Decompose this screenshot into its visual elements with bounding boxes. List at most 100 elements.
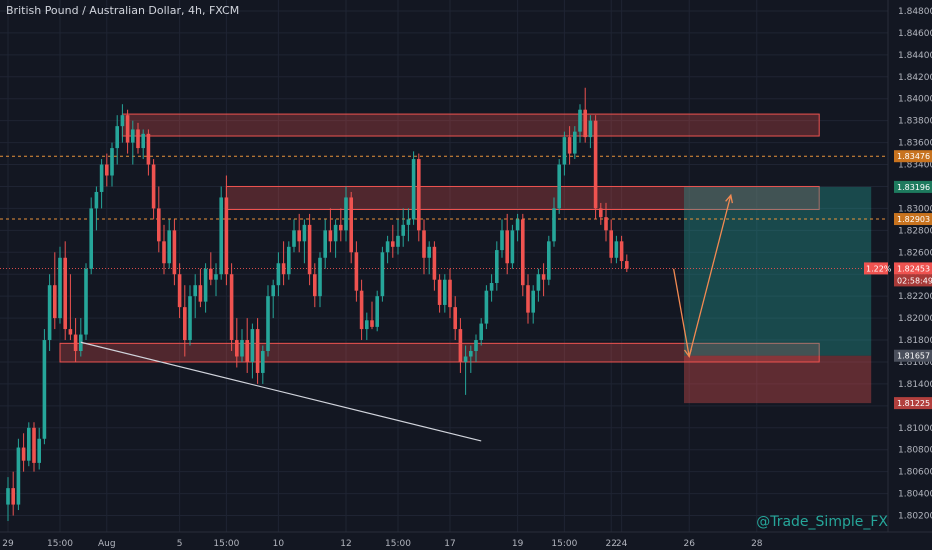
candle-body bbox=[177, 274, 182, 308]
candle-body bbox=[214, 274, 218, 280]
candle-body bbox=[505, 230, 509, 264]
candle-body bbox=[552, 208, 556, 242]
price-tags: 1.83476 1.83196 1.82903 1.82453 02:58:49 1.81… bbox=[864, 150, 932, 410]
candle-body bbox=[515, 219, 520, 231]
candle-body bbox=[510, 230, 515, 264]
candle-body bbox=[469, 351, 473, 357]
candle-body bbox=[281, 263, 286, 275]
candle-body bbox=[73, 334, 78, 352]
price-axis[interactable]: 1.84800 1.84600 1.84400 1.84200 1.84000 1.838… bbox=[887, 0, 932, 532]
candle-body bbox=[484, 290, 489, 324]
candle-body bbox=[37, 438, 41, 463]
candle-body bbox=[526, 285, 530, 313]
candle-body bbox=[229, 274, 234, 341]
candle-body bbox=[495, 250, 499, 284]
candle-body bbox=[354, 252, 359, 291]
change-pct-label: 1.22% bbox=[866, 264, 892, 273]
stop-price-tag-bg bbox=[894, 397, 932, 410]
candle-body bbox=[42, 340, 47, 439]
candle-body bbox=[474, 340, 478, 352]
candle-body bbox=[593, 120, 598, 209]
candle-body bbox=[266, 296, 270, 352]
price-tick-label: 1.83400 bbox=[898, 161, 932, 171]
candle-body bbox=[557, 164, 561, 209]
candle-body bbox=[250, 329, 255, 362]
candle-body bbox=[609, 230, 613, 258]
candle-body bbox=[21, 447, 26, 461]
candle-body bbox=[162, 241, 166, 264]
candle-body bbox=[599, 208, 603, 218]
candle-body bbox=[115, 126, 119, 149]
price-tick-label: 1.84000 bbox=[898, 95, 932, 105]
bottom-dotted-price-tag-bg bbox=[894, 213, 932, 226]
candle-body bbox=[151, 164, 156, 209]
candles-layer bbox=[6, 87, 629, 522]
candle-body bbox=[443, 279, 447, 305]
price-tick-label: 1.84600 bbox=[898, 29, 932, 39]
candle-body bbox=[6, 488, 10, 505]
author-watermark: @Trade_Simple_FX bbox=[756, 514, 888, 530]
candle-body bbox=[89, 208, 93, 269]
candle-body bbox=[411, 159, 416, 220]
candle-body bbox=[619, 241, 624, 262]
time-tick-label: 12 bbox=[340, 539, 351, 549]
dotted-levels bbox=[0, 155, 888, 269]
candle-body bbox=[417, 159, 421, 231]
candle-body bbox=[240, 340, 244, 357]
candle-body bbox=[437, 279, 442, 305]
candle-body bbox=[531, 290, 535, 313]
stop-area[interactable] bbox=[684, 355, 872, 404]
candle-body bbox=[521, 219, 525, 286]
candle-body bbox=[94, 191, 99, 209]
entry-price-tag-bg bbox=[894, 349, 932, 362]
candle-body bbox=[146, 133, 151, 165]
bottom-dotted-price-tag: 1.82903 bbox=[897, 215, 930, 224]
candle-body bbox=[318, 257, 322, 297]
change-pct-bg bbox=[864, 262, 888, 275]
candle-body bbox=[157, 208, 161, 242]
candle-body bbox=[219, 197, 223, 275]
time-tick-label: 19 bbox=[512, 539, 524, 549]
candle-body bbox=[536, 274, 541, 291]
candle-body bbox=[562, 137, 567, 165]
countdown-tag: 02:58:49 bbox=[897, 276, 932, 285]
candle-body bbox=[68, 329, 73, 335]
candle-body bbox=[203, 268, 208, 302]
candle-body bbox=[339, 224, 343, 231]
price-tick-label: 1.84400 bbox=[898, 51, 932, 61]
candle-body bbox=[541, 274, 546, 280]
drawings-layer bbox=[80, 193, 734, 442]
candle-body bbox=[84, 268, 88, 335]
price-tick-label: 1.80600 bbox=[898, 468, 932, 478]
candle-body bbox=[328, 230, 333, 242]
candle-body bbox=[625, 261, 629, 269]
candle-body bbox=[604, 217, 608, 231]
time-tick-label: 15:00 bbox=[551, 539, 577, 549]
long-position-tool[interactable] bbox=[684, 186, 872, 404]
candle-body bbox=[276, 263, 281, 286]
candle-body bbox=[370, 320, 374, 327]
target-area[interactable] bbox=[684, 186, 872, 356]
price-tick-label: 1.80800 bbox=[898, 446, 932, 456]
candle-body bbox=[463, 356, 468, 362]
candle-body bbox=[349, 197, 353, 253]
candle-body bbox=[396, 235, 400, 247]
price-tick-label: 1.83000 bbox=[898, 204, 932, 214]
candle-body bbox=[401, 224, 405, 236]
candle-body bbox=[333, 224, 338, 242]
candle-body bbox=[16, 447, 21, 505]
candle-body bbox=[307, 224, 312, 275]
candle-body bbox=[99, 164, 104, 192]
candle-body bbox=[224, 197, 229, 275]
candle-body bbox=[375, 296, 379, 327]
arrow-head bbox=[725, 193, 734, 204]
candle-body bbox=[453, 307, 457, 330]
top-dotted-price-tag-bg bbox=[894, 150, 932, 163]
candle-body bbox=[427, 246, 431, 258]
price-tick-label: 1.82000 bbox=[898, 314, 932, 324]
candle-body bbox=[172, 230, 177, 275]
candle-body bbox=[302, 224, 307, 242]
candle-body bbox=[323, 230, 327, 258]
